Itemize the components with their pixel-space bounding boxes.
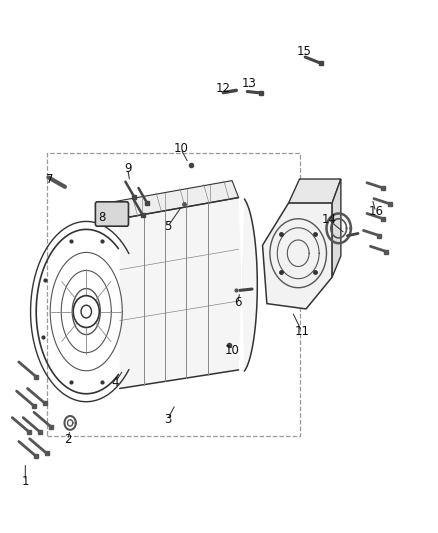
- Text: 10: 10: [173, 142, 188, 155]
- Text: 10: 10: [225, 344, 240, 357]
- Text: 1: 1: [21, 475, 29, 488]
- Polygon shape: [113, 181, 239, 219]
- Text: 11: 11: [294, 325, 309, 338]
- Text: 8: 8: [98, 211, 105, 224]
- Polygon shape: [289, 179, 341, 203]
- Text: 13: 13: [242, 77, 257, 90]
- Text: 9: 9: [124, 162, 131, 175]
- Text: 7: 7: [46, 173, 54, 185]
- Text: 6: 6: [234, 296, 241, 309]
- FancyBboxPatch shape: [95, 202, 128, 226]
- Circle shape: [73, 296, 99, 327]
- Text: 12: 12: [216, 83, 231, 95]
- Polygon shape: [262, 203, 332, 309]
- Text: 15: 15: [297, 45, 311, 58]
- Text: 2: 2: [64, 433, 71, 446]
- Text: 4: 4: [112, 376, 119, 389]
- Text: 14: 14: [321, 213, 336, 227]
- Text: 5: 5: [164, 220, 171, 233]
- Polygon shape: [120, 198, 257, 389]
- Polygon shape: [332, 179, 341, 277]
- Text: 16: 16: [368, 205, 383, 219]
- Text: 3: 3: [164, 413, 171, 426]
